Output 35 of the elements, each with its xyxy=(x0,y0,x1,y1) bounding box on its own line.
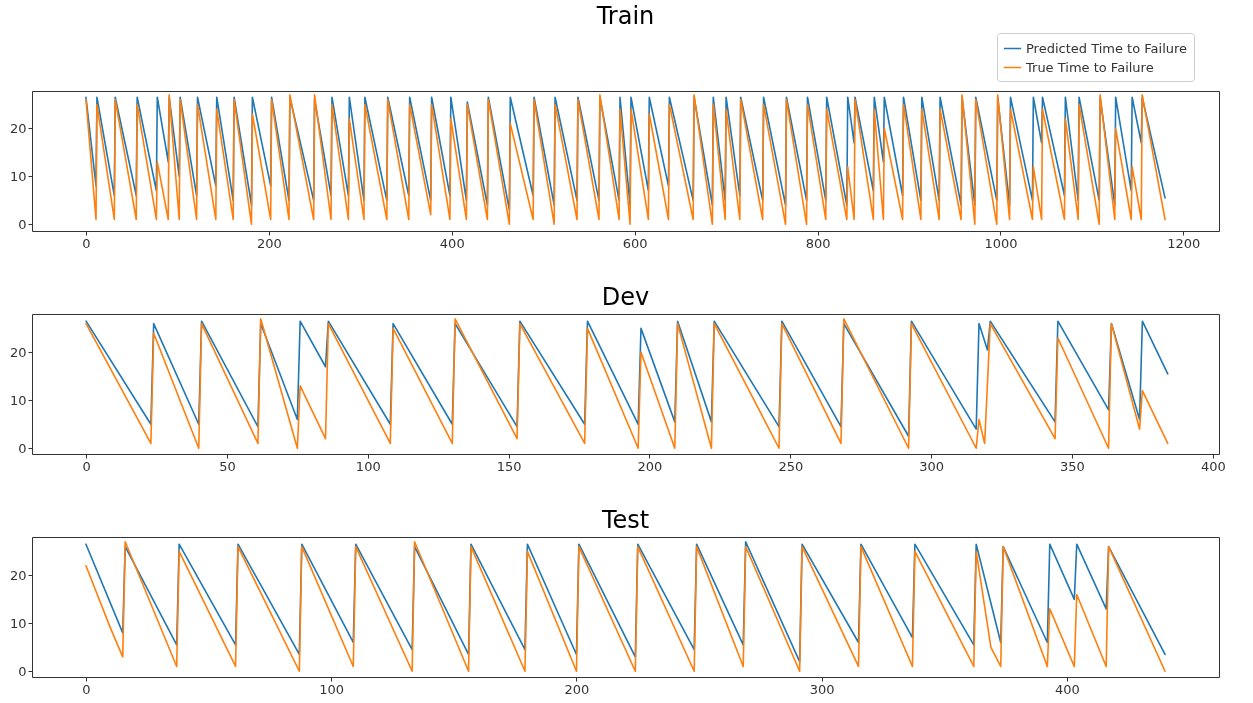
x-tick-label: 200 xyxy=(256,235,282,251)
y-tick-label: 0 xyxy=(18,216,27,232)
x-tick-label: 300 xyxy=(919,458,945,474)
chart-title: Test xyxy=(600,506,650,534)
x-tick-label: 250 xyxy=(778,458,804,474)
chart-title: Train xyxy=(595,1,655,30)
x-tick-label: 50 xyxy=(219,458,236,474)
x-tick-label: 100 xyxy=(319,681,345,697)
y-tick-label: 10 xyxy=(9,392,27,408)
y-tick-label: 20 xyxy=(9,120,27,136)
x-tick-label: 100 xyxy=(355,458,381,474)
x-tick-label: 0 xyxy=(82,458,91,474)
x-tick-label: 600 xyxy=(622,235,648,251)
y-tick-label: 10 xyxy=(9,615,27,631)
x-tick-label: 0 xyxy=(82,235,91,251)
legend-label: True Time to Failure xyxy=(1025,59,1154,75)
x-tick-label: 400 xyxy=(1200,458,1226,474)
x-tick-label: 0 xyxy=(82,681,91,697)
y-tick-label: 20 xyxy=(9,567,27,583)
y-tick-label: 20 xyxy=(9,344,27,360)
x-tick-label: 1000 xyxy=(984,235,1018,251)
x-tick-label: 200 xyxy=(637,458,663,474)
x-tick-label: 400 xyxy=(1055,681,1080,697)
y-tick-label: 0 xyxy=(18,663,27,679)
legend-label: Predicted Time to Failure xyxy=(1026,40,1188,56)
x-tick-label: 400 xyxy=(439,235,465,251)
x-tick-label: 150 xyxy=(496,458,522,474)
x-tick-label: 1200 xyxy=(1167,235,1201,251)
chart-title: Dev xyxy=(601,283,650,311)
x-tick-label: 200 xyxy=(564,681,590,697)
x-tick-label: 300 xyxy=(809,681,835,697)
x-tick-label: 800 xyxy=(805,235,831,251)
x-tick-label: 350 xyxy=(1060,458,1085,474)
y-tick-label: 10 xyxy=(9,168,27,184)
y-tick-label: 0 xyxy=(18,440,27,456)
